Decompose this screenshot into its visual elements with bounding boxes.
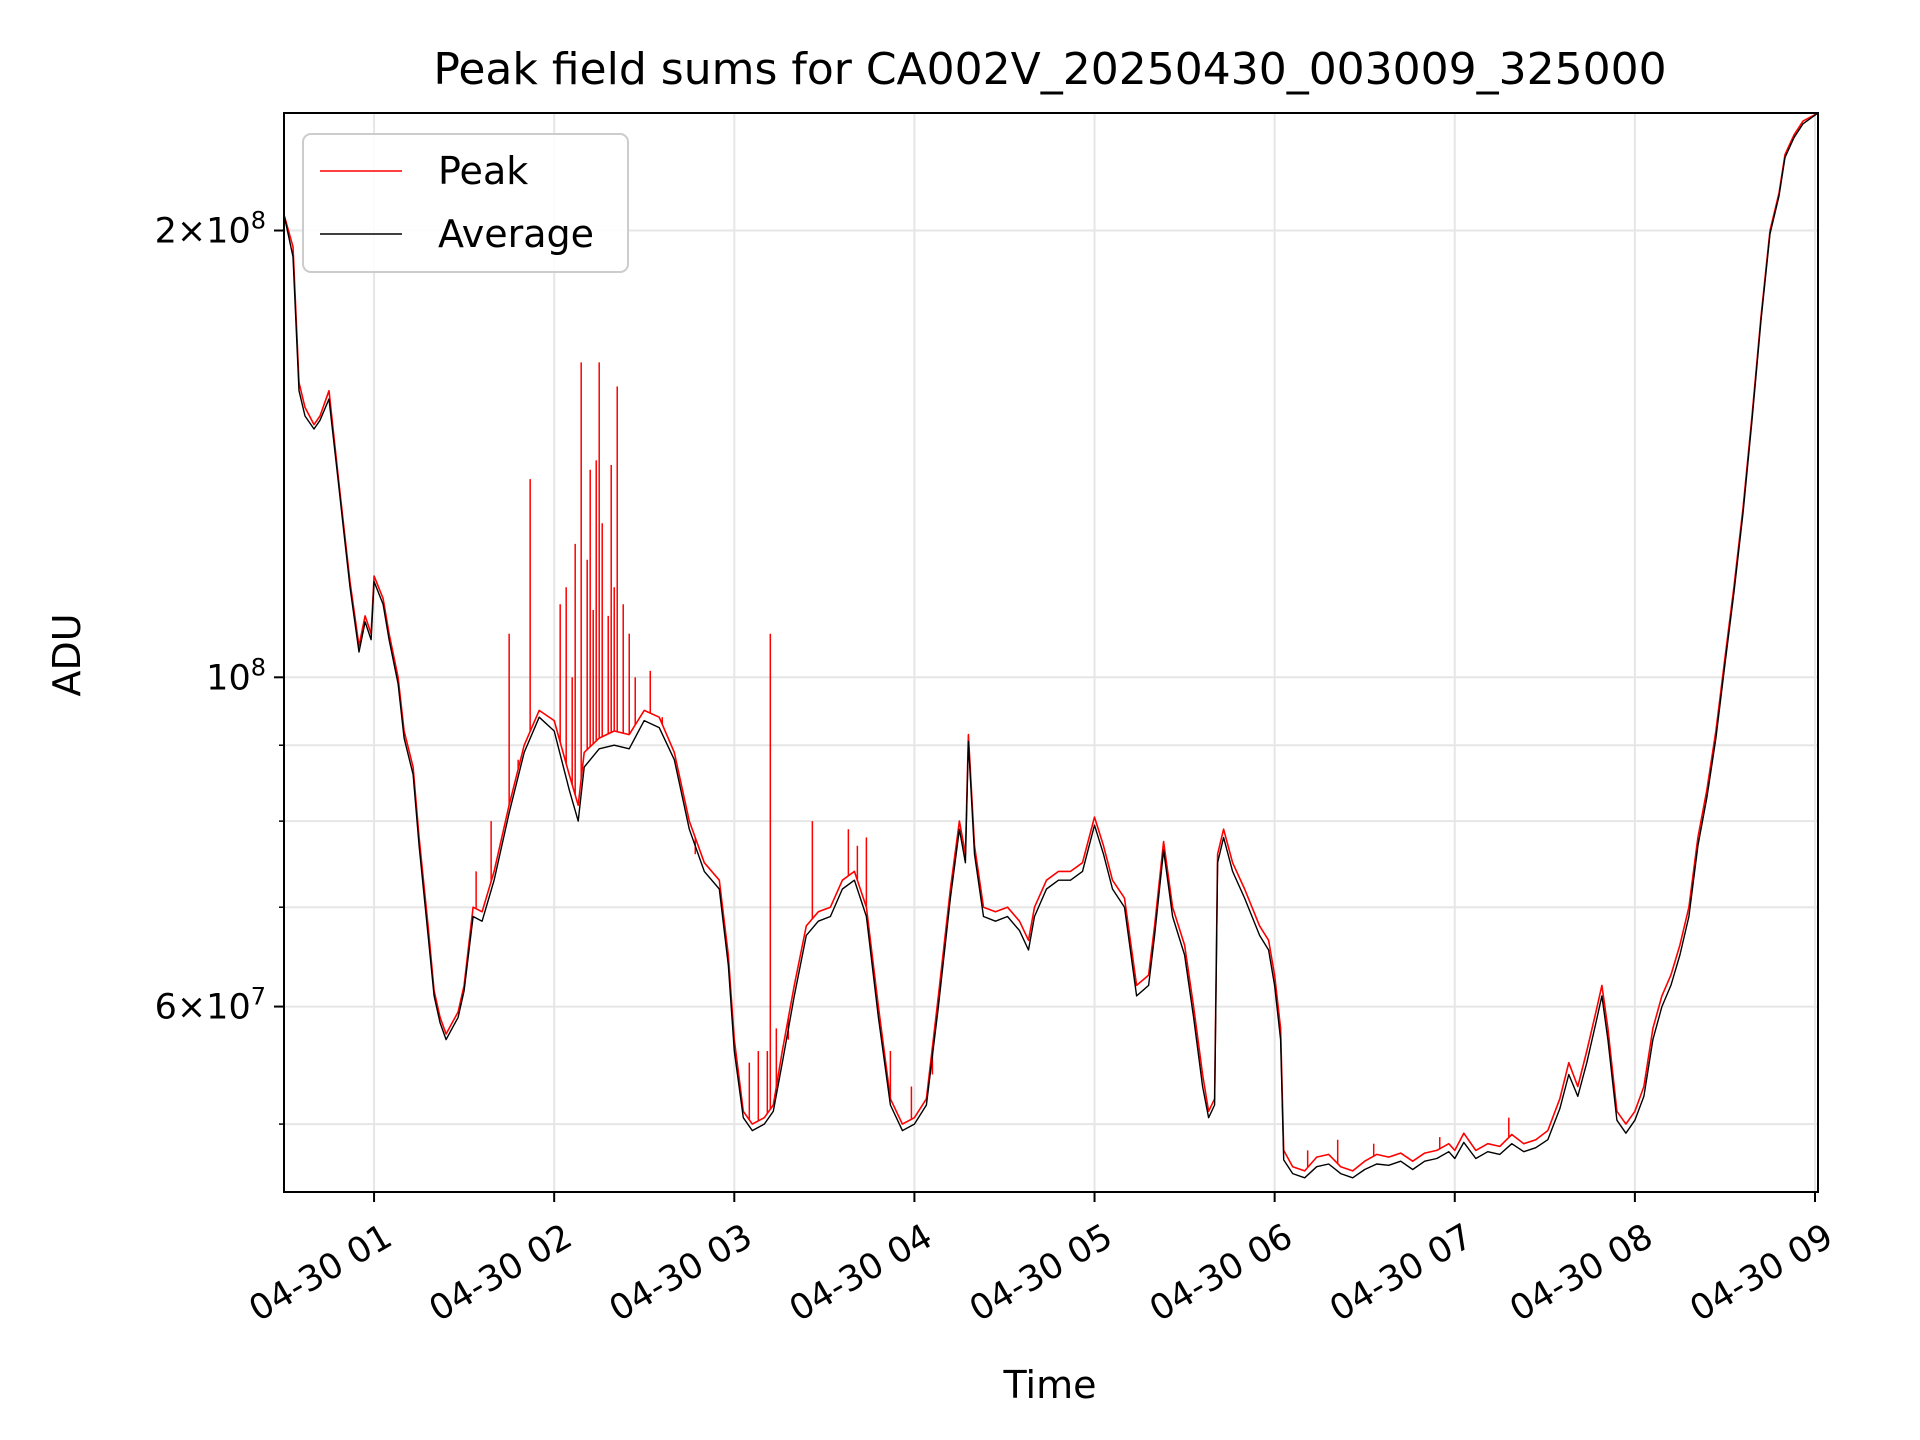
x-axis-title: Time	[1003, 1363, 1097, 1407]
plot-series	[284, 113, 1818, 1179]
x-tick-label: 04-30 03	[603, 1217, 759, 1330]
y-tick-label: 108	[206, 653, 266, 698]
x-tick-label: 04-30 01	[243, 1217, 399, 1330]
axis-ticks: 04-30 01 04-30 02 04-30 03 04-30 04 04-30 05…	[155, 207, 1840, 1330]
series-line-average	[284, 113, 1818, 1179]
legend-label-peak: Peak	[438, 149, 528, 193]
x-tick-label: 04-30 06	[1143, 1217, 1299, 1330]
plot-frame	[283, 112, 1819, 1193]
x-tick-label: 04-30 05	[963, 1217, 1119, 1330]
y-tick-label: 2×108	[155, 207, 266, 252]
x-tick-label: 04-30 07	[1323, 1217, 1479, 1330]
y-tick-label: 6×107	[155, 983, 266, 1028]
grid	[284, 113, 1818, 1192]
legend-box	[302, 133, 629, 273]
x-tick-label: 04-30 04	[783, 1217, 939, 1330]
legend-label-average: Average	[438, 212, 594, 256]
x-tick-label: 04-30 09	[1684, 1217, 1840, 1330]
legend: Peak Average	[302, 133, 629, 273]
chart-title: Peak field sums for CA002V_20250430_0030…	[433, 44, 1666, 95]
y-axis-title: ADU	[45, 613, 89, 696]
x-tick-label: 04-30 08	[1503, 1217, 1659, 1330]
x-tick-label: 04-30 02	[423, 1217, 579, 1330]
